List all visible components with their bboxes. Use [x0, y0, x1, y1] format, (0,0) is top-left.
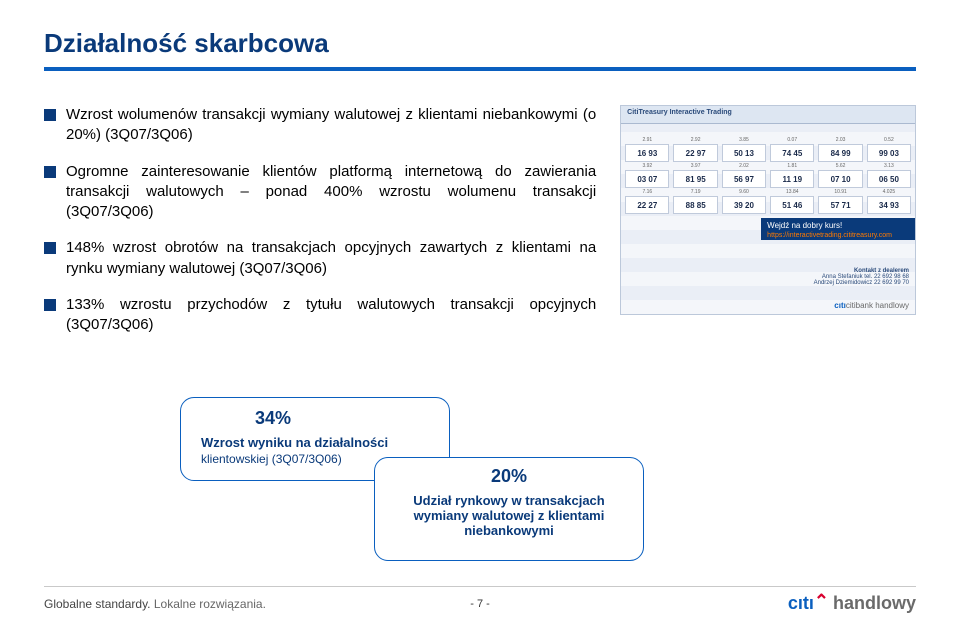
trading-screenshot: CitiTreasury Interactive Trading 2.912.9…	[620, 105, 916, 315]
footer-tagline: Globalne standardy. Lokalne rozwiązania.	[44, 597, 266, 611]
bullet-text: 133% wzrostu przychodów z tytułu walutow…	[66, 295, 596, 336]
screenshot-header: CitiTreasury Interactive Trading	[621, 106, 915, 124]
content-row: Wzrost wolumenów transakcji wymiany walu…	[44, 105, 916, 351]
quote-cell: 99 03	[867, 144, 911, 162]
logo-arc-icon: ⌃	[814, 591, 829, 611]
screenshot-contact: Kontakt z dealerem Anna Stefaniuk tel. 2…	[814, 268, 909, 286]
quote-cell: 03 07	[625, 170, 669, 188]
quote-cell: 50 13	[722, 144, 766, 162]
title-rule	[44, 67, 916, 71]
quote-cell: 88 85	[673, 196, 717, 214]
quote-cell: 57 71	[818, 196, 862, 214]
bullet-item: 148% wzrost obrotów na transakcjach opcy…	[44, 238, 596, 279]
quote-cell: 22 97	[673, 144, 717, 162]
bullet-item: 133% wzrostu przychodów z tytułu walutow…	[44, 295, 596, 336]
bullet-list: Wzrost wolumenów transakcji wymiany walu…	[44, 105, 596, 351]
page-title: Działalność skarbcowa	[44, 28, 916, 59]
quote-cell: 16 93	[625, 144, 669, 162]
quote-cell: 84 99	[818, 144, 862, 162]
bullet-text: Wzrost wolumenów transakcji wymiany walu…	[66, 105, 596, 146]
quote-cell: 22 27	[625, 196, 669, 214]
screenshot-logo-text: citibank handlowy	[846, 301, 909, 310]
callouts: 34% Wzrost wyniku na działalności klient…	[44, 397, 916, 567]
quote-cell: 06 50	[867, 170, 911, 188]
bullet-square-icon	[44, 299, 56, 311]
logo-handlowy: handlowy	[833, 593, 916, 613]
contact-phone: Andrzej Dziemidowicz 22 692 99 70	[814, 280, 909, 286]
quote-cell: 74 45	[770, 144, 814, 162]
callout-percent: 20%	[395, 466, 623, 487]
quote-cell: 11 19	[770, 170, 814, 188]
bullet-square-icon	[44, 109, 56, 121]
callout-line: Udział rynkowy w transakcjach	[395, 493, 623, 508]
quote-cell: 81 95	[673, 170, 717, 188]
bullet-text: Ogromne zainteresowanie klientów platfor…	[66, 162, 596, 223]
screenshot-logo: cıtıcitibank handlowy	[834, 301, 909, 310]
banner-main-text: Wejdź na dobry kurs!	[767, 221, 842, 230]
quote-cell: 51 46	[770, 196, 814, 214]
page-number: - 7 -	[470, 598, 490, 610]
slide: Działalność skarbcowa Wzrost wolumenów t…	[0, 0, 960, 628]
callout-percent: 34%	[255, 408, 429, 429]
callout-share: 20% Udział rynkowy w transakcjach wymian…	[374, 457, 644, 561]
citi-logo: cıtı⌃handlowy	[788, 593, 916, 614]
screenshot-banner: Wejdź na dobry kurs! https://interactive…	[761, 218, 915, 240]
bullet-text: 148% wzrost obrotów na transakcjach opcy…	[66, 238, 596, 279]
tagline-rest: Lokalne rozwiązania.	[151, 597, 266, 611]
callout-line: wymiany walutowej z klientami	[395, 508, 623, 523]
screenshot-quote-grid: 2.912.923.850.072.030.52 16 93 22 97 50 …	[621, 136, 915, 214]
bullet-item: Ogromne zainteresowanie klientów platfor…	[44, 162, 596, 223]
banner-url: https://interactivetrading.cititreasury.…	[767, 232, 892, 239]
bullet-item: Wzrost wolumenów transakcji wymiany walu…	[44, 105, 596, 146]
quote-cell: 56 97	[722, 170, 766, 188]
bullet-square-icon	[44, 242, 56, 254]
quote-cell: 39 20	[722, 196, 766, 214]
quote-cell: 07 10	[818, 170, 862, 188]
tagline-bold: Globalne standardy.	[44, 597, 151, 611]
logo-citi: cıtı	[788, 593, 814, 613]
bullet-square-icon	[44, 166, 56, 178]
callout-line: Wzrost wyniku na działalności	[201, 435, 429, 450]
callout-line: niebankowymi	[395, 523, 623, 538]
quote-cell: 34 93	[867, 196, 911, 214]
footer: Globalne standardy. Lokalne rozwiązania.…	[44, 586, 916, 614]
